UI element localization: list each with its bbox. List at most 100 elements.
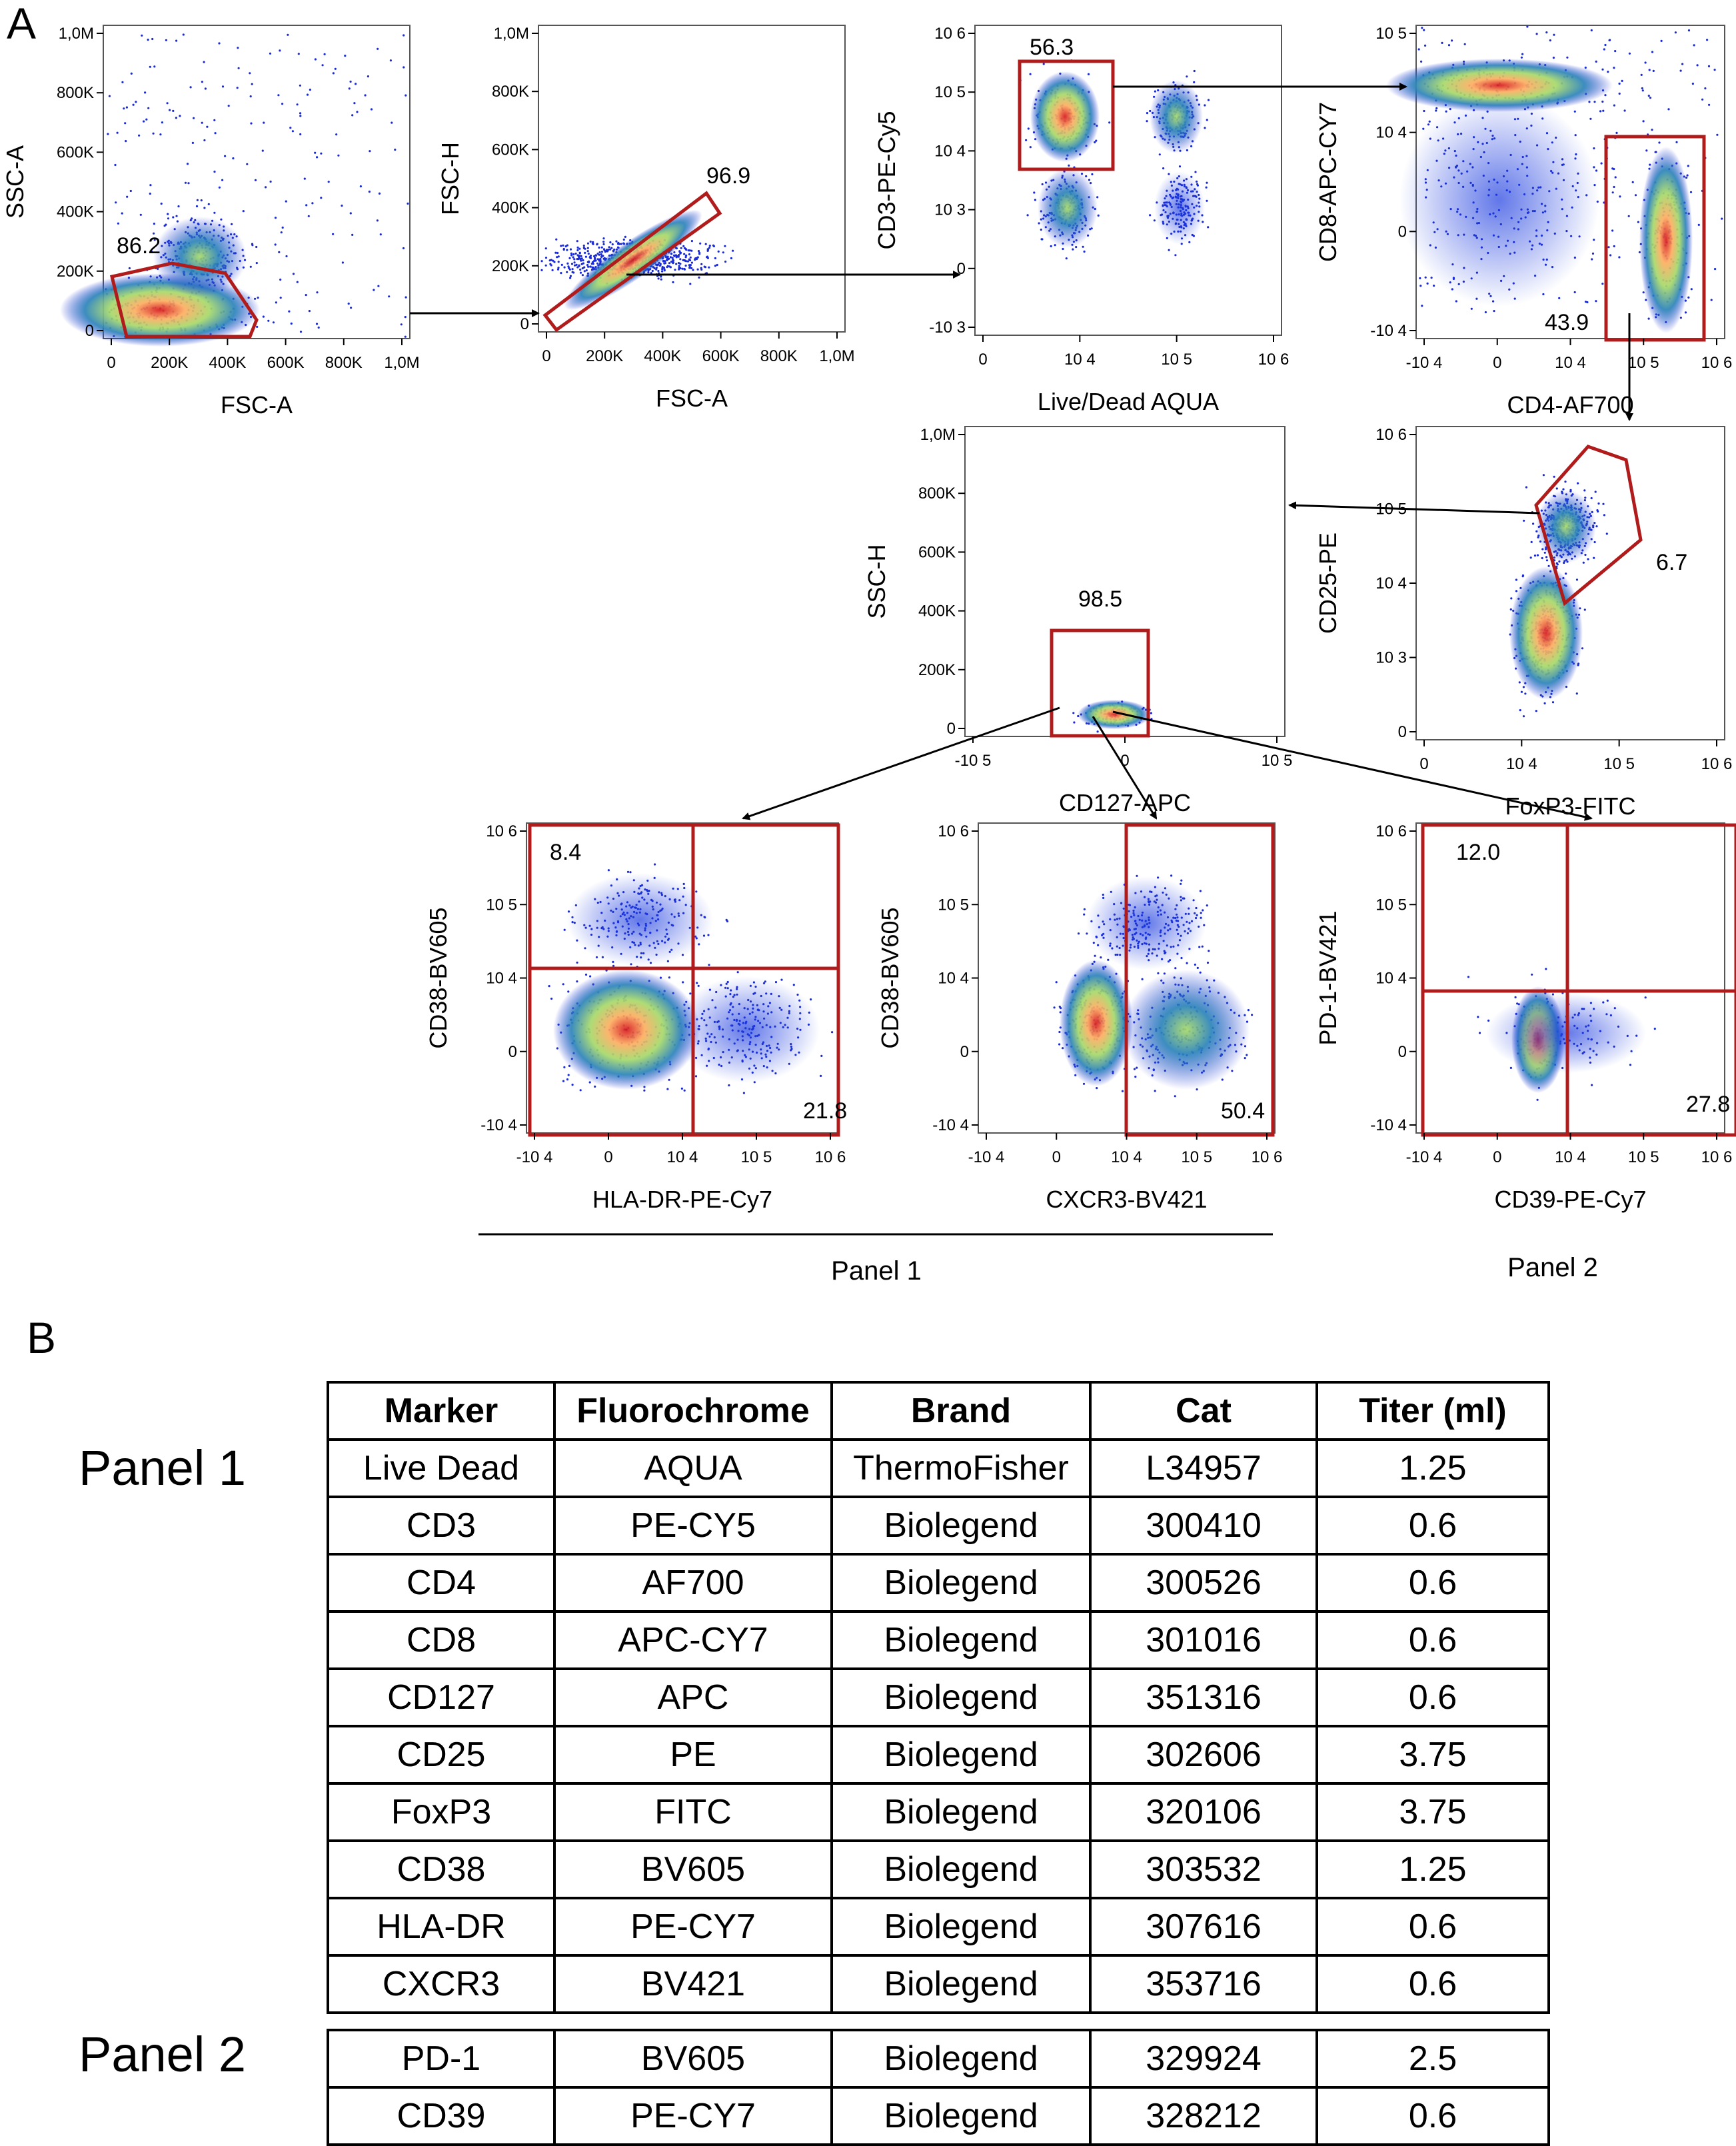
event-dot	[318, 327, 320, 329]
event-dot	[1154, 1090, 1156, 1092]
event-dot	[222, 85, 224, 87]
event-dot	[115, 201, 117, 203]
event-dot	[572, 268, 574, 270]
event-dot	[1637, 221, 1639, 223]
event-dot	[1541, 557, 1543, 559]
event-dot	[335, 133, 337, 135]
event-dot	[1194, 171, 1196, 173]
event-dot	[238, 67, 240, 69]
event-dot	[620, 243, 622, 245]
x-tick-label: 400K	[209, 354, 246, 372]
event-dot	[681, 1088, 683, 1090]
event-dot	[687, 261, 689, 263]
event-dot	[1521, 57, 1523, 59]
event-dot	[1134, 1076, 1136, 1078]
event-dot	[249, 72, 251, 74]
event-dot	[1601, 101, 1603, 103]
event-dot	[1207, 226, 1209, 228]
event-dot	[566, 271, 568, 273]
event-dot	[660, 279, 662, 281]
event-dot	[583, 245, 585, 247]
y-axis-label: FSC-H	[436, 142, 464, 215]
event-dot	[114, 164, 116, 166]
event-dot	[1714, 268, 1716, 270]
event-dot	[130, 190, 132, 192]
event-dot	[143, 121, 145, 123]
y-tick-label: 200K	[57, 263, 94, 281]
event-dot	[161, 203, 163, 205]
event-dot	[197, 199, 199, 201]
event-dot	[1614, 50, 1616, 52]
event-dot	[674, 269, 676, 271]
y-tick-label: 10 4	[1375, 574, 1407, 592]
event-dot	[1493, 310, 1495, 312]
event-dot	[1613, 67, 1615, 69]
y-tick-label: 10 5	[934, 83, 966, 101]
event-dot	[1146, 120, 1148, 122]
event-dot	[1062, 248, 1064, 250]
event-dot	[688, 259, 690, 261]
x-axis-label: Live/Dead AQUA	[1038, 388, 1219, 415]
event-dot	[377, 48, 379, 50]
event-dot	[1619, 83, 1621, 85]
event-dot	[572, 271, 574, 273]
event-dot	[1592, 253, 1594, 255]
event-dot	[1708, 65, 1710, 67]
event-dot	[1072, 249, 1074, 251]
x-tick-label: 0	[1493, 354, 1501, 372]
event-dot	[1072, 712, 1074, 714]
event-dot	[553, 261, 555, 263]
event-dot	[314, 152, 316, 154]
event-dot	[572, 1084, 574, 1086]
event-dot	[351, 234, 353, 236]
event-dot	[250, 123, 252, 125]
event-dot	[262, 150, 264, 152]
event-dot	[1653, 70, 1655, 72]
event-dot	[407, 203, 409, 205]
event-dot	[600, 255, 602, 257]
event-dot	[545, 265, 547, 267]
event-dot	[183, 33, 185, 35]
event-dot	[609, 241, 611, 243]
event-dot	[1162, 167, 1164, 169]
event-dot	[161, 121, 163, 123]
event-dot	[237, 87, 239, 89]
event-dot	[1587, 558, 1589, 560]
y-tick-label: -10 4	[1370, 322, 1407, 340]
event-dot	[700, 267, 702, 269]
event-dot	[232, 157, 234, 159]
event-dot	[288, 311, 290, 313]
event-dot	[1186, 962, 1188, 964]
event-dot	[1179, 165, 1181, 167]
event-dot	[678, 267, 680, 269]
y-tick-label: 400K	[492, 199, 529, 217]
event-dot	[121, 213, 123, 215]
y-tick-label: -10 3	[929, 319, 966, 337]
event-dot	[1094, 141, 1096, 143]
y-axis-label: SSC-A	[1, 145, 29, 219]
event-dot	[304, 178, 306, 180]
event-dot	[1537, 554, 1539, 556]
event-dot	[1549, 39, 1551, 41]
event-dot	[1565, 572, 1567, 574]
y-tick-label: 0	[85, 322, 94, 340]
event-dot	[695, 1075, 697, 1077]
event-dot	[596, 243, 598, 245]
event-dot	[598, 254, 600, 256]
event-dot	[309, 89, 311, 91]
event-dot	[1524, 692, 1526, 694]
event-dot	[263, 316, 265, 318]
gate-percentage: 86.2	[117, 233, 161, 259]
event-dot	[1168, 249, 1170, 251]
event-dot	[1553, 476, 1555, 478]
x-tick-label: 600K	[702, 347, 740, 365]
event-dot	[676, 256, 678, 258]
event-dot	[601, 251, 603, 253]
event-dot	[267, 320, 269, 322]
event-dot	[603, 248, 605, 250]
event-dot	[1157, 972, 1159, 974]
event-dot	[135, 101, 137, 103]
event-dot	[1721, 218, 1723, 220]
event-dot	[1576, 692, 1578, 694]
